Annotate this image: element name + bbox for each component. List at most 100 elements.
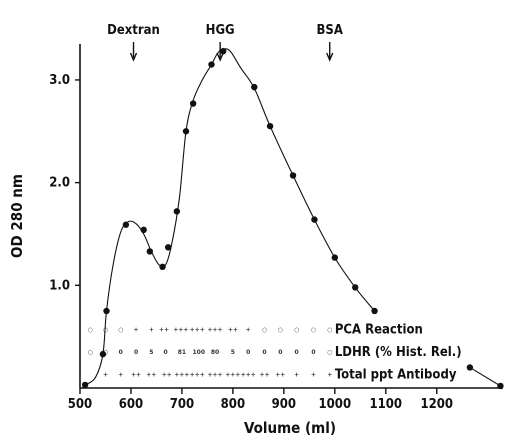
data-point: [208, 61, 215, 68]
assay-cell: ++: [275, 372, 285, 379]
marker-dextran: Dextran: [107, 23, 160, 62]
assay-cell: +++: [190, 372, 205, 379]
elution-curve: [84, 48, 376, 386]
assay-cell: +: [134, 326, 139, 333]
data-point: [220, 47, 227, 55]
marker-arrow-head: [326, 52, 334, 62]
assay-row: ○ ○ ○ + + ++ +++ +++ +++ ++ + ○ ○ ○ ○ ○ PCA Reaction: [88, 322, 423, 337]
assay-cell: ○: [294, 326, 299, 333]
assay-cell: +: [327, 372, 332, 379]
assay-cell: +++: [225, 372, 240, 379]
x-tick-label: 1100: [370, 397, 403, 412]
marker-bsa: BSA: [317, 23, 343, 62]
marker-arrow-head: [129, 52, 138, 62]
data-point: [266, 122, 274, 130]
marker-hgg: HGG: [206, 23, 235, 62]
assay-cell: +: [294, 372, 299, 379]
data-point: [164, 244, 172, 251]
data-point: [497, 382, 504, 390]
x-tick-label: 1200: [420, 397, 453, 412]
x-axis-title: Volume (ml): [244, 419, 336, 437]
data-point: [173, 208, 181, 215]
y-tick-label: 2.0: [49, 176, 70, 191]
assay-cell: 0: [246, 349, 250, 356]
assay-row: + + ++ ++ ++ +++ +++ +++ +++ +++ ++ ++ + + + Total ppt …: [103, 368, 457, 383]
assay-cell: ○: [311, 326, 316, 333]
data-point: [331, 254, 339, 261]
assay-cell: ++: [159, 326, 169, 333]
assay-cell: 0: [262, 349, 266, 356]
assay-cell: 5: [149, 349, 153, 356]
assay-cell: +: [311, 372, 316, 379]
data-point: [103, 307, 110, 315]
marker-label: Dextran: [107, 23, 160, 38]
data-point: [182, 128, 190, 135]
data-point: [371, 307, 378, 315]
x-tick-label: 1000: [319, 397, 352, 412]
assay-cell: 81: [178, 349, 186, 356]
assay-cell: 100: [192, 349, 205, 356]
data-point: [189, 100, 197, 107]
assay-cell: +++: [174, 372, 189, 379]
data-point: [311, 216, 318, 223]
assay-cell: ++: [259, 372, 269, 379]
x-tick-label: 900: [272, 397, 296, 412]
assay-row-label: Total ppt Antibody: [335, 368, 457, 383]
data-point: [146, 248, 154, 255]
data-point: [99, 350, 107, 358]
assay-cell: 0: [311, 349, 315, 356]
marker-arrow-head: [216, 52, 224, 62]
assay-cell: ○: [262, 326, 267, 333]
assay-cell: ++: [146, 372, 156, 379]
assay-cell: 0: [119, 349, 123, 356]
axes: [79, 44, 503, 389]
assay-cell: +++: [173, 326, 188, 333]
assay-cell: +++: [241, 372, 256, 379]
assay-cell: 0: [295, 349, 299, 356]
assay-cell: +: [149, 326, 154, 333]
elution-curve-tail: [469, 366, 501, 387]
assay-cell: 80: [211, 349, 219, 356]
assay-cell: +: [118, 372, 123, 379]
x-tick-label: 700: [170, 397, 194, 412]
x-tick-label: 500: [68, 397, 92, 412]
assay-cell: 5: [231, 349, 235, 356]
data-point: [352, 284, 359, 291]
assay-cell: ○: [88, 349, 93, 356]
data-point: [81, 381, 89, 389]
assay-cell: 0: [134, 349, 138, 356]
assay-cell: +: [246, 326, 251, 333]
data-point: [140, 226, 147, 234]
assay-row-label: LDHR (% Hist. Rel.): [335, 345, 462, 360]
assay-cell: 0: [164, 349, 168, 356]
assay-cell: +: [103, 372, 108, 379]
assay-cell: ○: [327, 349, 332, 356]
assay-cell: +++: [190, 326, 205, 333]
series-group: [81, 47, 504, 390]
assay-cell: ○: [118, 326, 123, 333]
marker-label: BSA: [317, 23, 343, 38]
assay-cell: +++: [208, 326, 223, 333]
annotation-group: Dextran HGG BSA○ ○ ○ + + ++ +++ +++ +++ ++ + ○ ○ ○ ○ ○ PCA…: [88, 23, 462, 383]
data-point: [289, 172, 297, 179]
assay-cell: +++: [208, 372, 223, 379]
y-axis-title: OD 280 nm: [8, 174, 26, 258]
assay-cell: ++: [162, 372, 172, 379]
data-point: [159, 263, 166, 271]
data-point: [122, 221, 130, 228]
assay-cell: 0: [278, 349, 282, 356]
y-tick-label: 1.0: [49, 278, 70, 293]
data-point: [251, 83, 258, 91]
assay-cell: ○: [327, 326, 332, 333]
assay-cell: ++: [131, 372, 141, 379]
assay-cell: ○: [278, 326, 283, 333]
data-point: [466, 364, 474, 371]
y-tick-label: 3.0: [49, 73, 70, 88]
assay-cell: ○: [88, 326, 93, 333]
x-tick-label: 800: [221, 397, 245, 412]
marker-label: HGG: [206, 23, 235, 38]
assay-cell: ++: [228, 326, 238, 333]
